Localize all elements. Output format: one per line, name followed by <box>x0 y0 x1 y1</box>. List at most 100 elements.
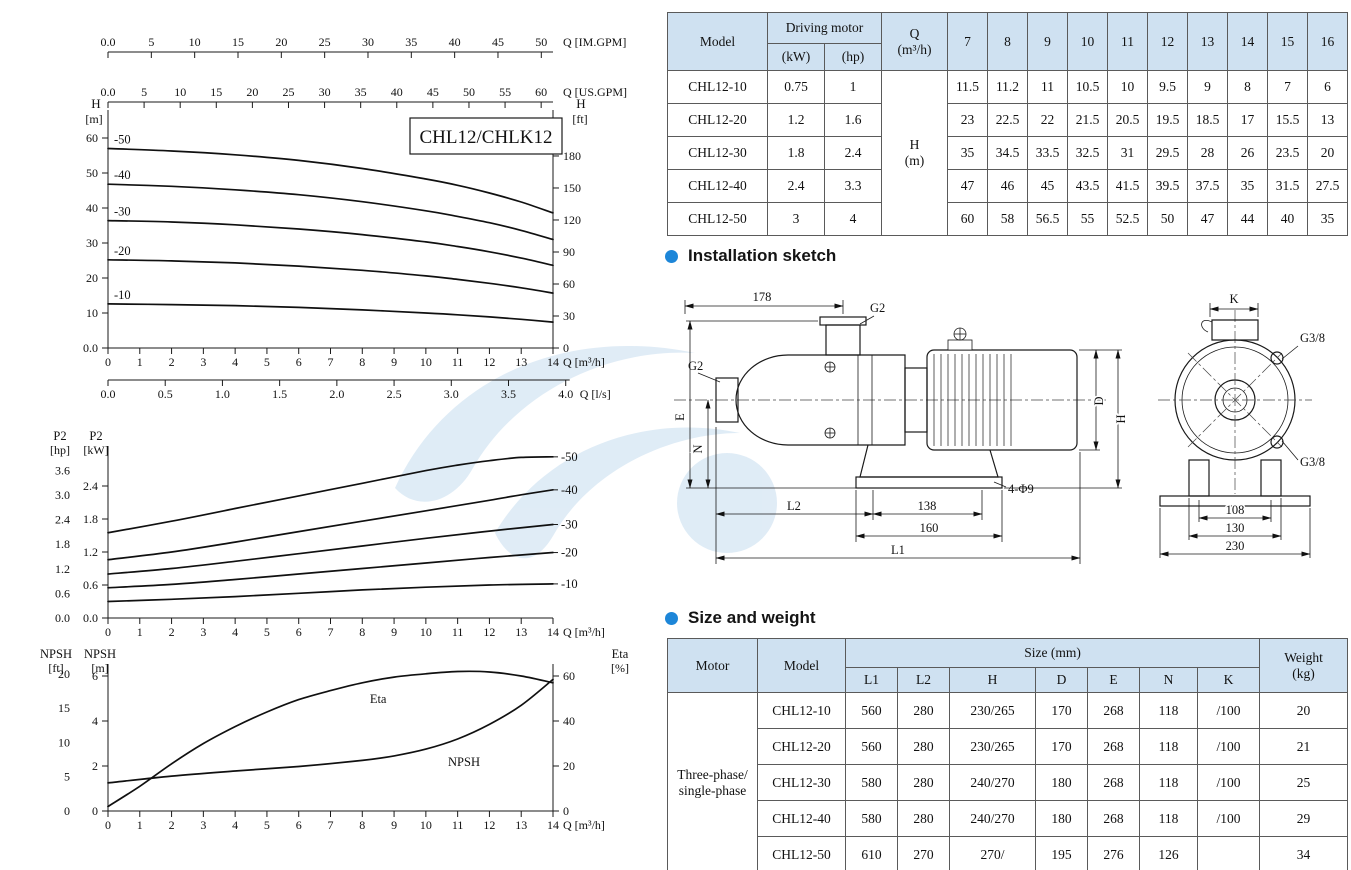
chart-text: 4 <box>232 355 238 369</box>
perf-hp: 3.3 <box>824 169 882 203</box>
dim-bolt-holes: 4-Φ9 <box>1008 482 1034 496</box>
dim-l2: L2 <box>787 499 801 513</box>
chart-text: 10 <box>420 355 432 369</box>
size-weight-table: Motor Model Size (mm) Weight (kg) L1 L2 H D E N K T… <box>667 638 1349 870</box>
perf-h-value: 52.5 <box>1107 202 1148 236</box>
chart-text: 11 <box>452 625 464 639</box>
chart-text: 1.5 <box>272 387 287 401</box>
chart-text: 2.4 <box>55 513 70 527</box>
size-value: 610 <box>845 836 898 870</box>
perf-h-value: 45 <box>1027 169 1068 203</box>
chart-text: 3.5 <box>501 387 516 401</box>
section-title: Size and weight <box>688 608 816 627</box>
perf-header-flow: 12 <box>1147 12 1188 71</box>
chart-text: 25 <box>319 35 331 49</box>
chart-text: 35 <box>355 85 367 99</box>
perf-kw: 1.2 <box>767 103 825 137</box>
perf-h-value: 23.5 <box>1267 136 1308 170</box>
perf-h-value: 56.5 <box>1027 202 1068 236</box>
lifting-eye-icon <box>947 327 973 351</box>
chart-text: H <box>91 96 100 111</box>
chart-text: 0.0 <box>101 85 116 99</box>
chart-text: -30 <box>114 205 131 219</box>
chart-text: Q [m³/h] <box>563 818 605 832</box>
chart-curve <box>107 678 554 784</box>
perf-header-flow: 16 <box>1307 12 1348 71</box>
chart-text: 15 <box>210 85 222 99</box>
chart-text: 15 <box>58 701 70 715</box>
chart-text: 40 <box>86 201 98 215</box>
port-label-g38-bottom: G3/8 <box>1300 455 1325 469</box>
chart-text: 4 <box>232 818 238 832</box>
chart-text: 2 <box>169 818 175 832</box>
chart-text: 10 <box>420 818 432 832</box>
perf-model: CHL12-20 <box>667 103 768 137</box>
chart-text: 1.2 <box>55 562 70 576</box>
chart-text: 2 <box>169 625 175 639</box>
chart-text: 3.0 <box>55 488 70 502</box>
chart-text: 14 <box>547 818 559 832</box>
npsh-eta-chart: 0246051015200204060NPSH[ft]NPSH[m]Eta[%]… <box>40 647 629 832</box>
chart-curve <box>107 183 554 241</box>
perf-h-value: 22.5 <box>987 103 1028 137</box>
chart-text: 12 <box>483 355 495 369</box>
perf-h-value: 9.5 <box>1147 70 1188 104</box>
chart-text: NPSH <box>40 647 72 661</box>
chart-text: 0.0 <box>101 35 116 49</box>
size-model: CHL12-10 <box>757 692 846 729</box>
chart-text: 9 <box>391 818 397 832</box>
perf-h-value: 44 <box>1227 202 1268 236</box>
size-value: 580 <box>845 800 898 837</box>
perf-h-value: 35 <box>947 136 988 170</box>
perf-h-value: 55 <box>1067 202 1108 236</box>
perf-h-value: 35 <box>1227 169 1268 203</box>
chart-text: -20 <box>561 546 578 560</box>
chart-text: 2 <box>92 759 98 773</box>
chart-curve <box>107 303 554 323</box>
size-value: 280 <box>897 800 950 837</box>
section-title: Installation sketch <box>688 246 837 265</box>
size-value: 560 <box>845 692 898 729</box>
chart-text: Eta <box>612 647 629 661</box>
size-value: /100 <box>1196 764 1261 801</box>
perf-h-value: 15.5 <box>1267 103 1308 137</box>
chart-text: 0.0 <box>83 341 98 355</box>
perf-kw: 2.4 <box>767 169 825 203</box>
chart-text: 35 <box>405 35 417 49</box>
size-value: 118 <box>1139 692 1198 729</box>
dim-178: 178 <box>753 290 772 304</box>
chart-text: 9 <box>391 355 397 369</box>
installation-sketch-drawing: 178 G2 G2 E N L2 138 160 <box>672 289 1327 564</box>
chart-text: 7 <box>328 625 334 639</box>
dim-108: 108 <box>1226 503 1245 517</box>
chart-text: -40 <box>561 483 578 497</box>
chart-text: 13 <box>515 355 527 369</box>
p2-power-chart: 0.00.61.21.82.40.00.61.21.82.43.03.6P2[h… <box>50 429 605 639</box>
perf-header-flow: 10 <box>1067 12 1108 71</box>
pump-front-view: K G3/8 G3/8 108 130 230 <box>1158 291 1327 558</box>
size-value: 276 <box>1087 836 1140 870</box>
chart-text: -30 <box>561 518 578 532</box>
size-value: 170 <box>1035 728 1088 765</box>
chart-text: [m] <box>91 661 108 675</box>
chart-text: 20 <box>86 271 98 285</box>
dim-130: 130 <box>1226 521 1245 535</box>
chart-text: 1.2 <box>83 545 98 559</box>
chart-text: P2 <box>53 429 66 443</box>
chart-text: 60 <box>563 669 575 683</box>
perf-header-model: Model <box>667 12 768 71</box>
size-value: 180 <box>1035 764 1088 801</box>
chart-text: 0 <box>64 804 70 818</box>
perf-h-value: 11 <box>1027 70 1068 104</box>
chart-text: -50 <box>561 450 578 464</box>
perf-model: CHL12-40 <box>667 169 768 203</box>
chart-text: 0 <box>105 355 111 369</box>
perf-h-value: 26 <box>1227 136 1268 170</box>
size-model: CHL12-20 <box>757 728 846 765</box>
chart-text: 45 <box>427 85 439 99</box>
perf-h-value: 34.5 <box>987 136 1028 170</box>
perf-h-value: 7 <box>1267 70 1308 104</box>
chart-text: 20 <box>246 85 258 99</box>
chart-text: -20 <box>114 244 131 258</box>
chart-text: 8 <box>359 818 365 832</box>
